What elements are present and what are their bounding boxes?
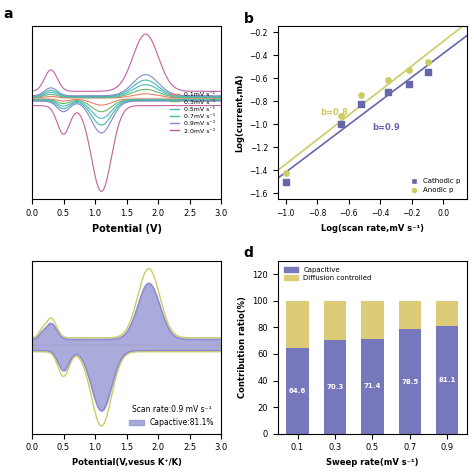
- Text: 81.1: 81.1: [438, 377, 456, 383]
- Bar: [361, 301, 383, 339]
- Bar: [286, 348, 309, 434]
- Point: [405, 80, 412, 88]
- Text: b=0.9: b=0.9: [373, 123, 400, 132]
- Text: d: d: [244, 246, 254, 260]
- Text: 71.4: 71.4: [364, 383, 381, 389]
- Bar: [324, 301, 346, 340]
- Point: [405, 66, 412, 74]
- Bar: [324, 340, 346, 434]
- X-axis label: Sweep rate(mV s⁻¹): Sweep rate(mV s⁻¹): [326, 458, 419, 467]
- Text: 78.5: 78.5: [401, 379, 419, 384]
- Point: [384, 77, 392, 84]
- Bar: [399, 329, 421, 434]
- Text: a: a: [4, 7, 13, 20]
- Legend: Capacitive, Diffusion controlled: Capacitive, Diffusion controlled: [281, 264, 374, 284]
- Legend: Capactive:81.1%: Capactive:81.1%: [126, 402, 218, 430]
- Text: b=0.8: b=0.8: [320, 108, 348, 117]
- Point: [337, 120, 345, 128]
- Point: [337, 112, 345, 120]
- X-axis label: Log(scan rate,mV s⁻¹): Log(scan rate,mV s⁻¹): [321, 224, 424, 233]
- Point: [357, 91, 365, 99]
- Legend: 0.1mV s⁻¹, 0.3mV s⁻¹, 0.5mV s⁻¹, 0.7mV s⁻¹, 0.9mV s⁻¹, 2.0mV s⁻¹: 0.1mV s⁻¹, 0.3mV s⁻¹, 0.5mV s⁻¹, 0.7mV s…: [168, 90, 218, 136]
- Legend: Cathodic p, Anodic p: Cathodic p, Anodic p: [408, 175, 464, 196]
- Bar: [399, 301, 421, 329]
- Point: [357, 100, 365, 107]
- Text: 64.6: 64.6: [289, 388, 306, 394]
- Point: [282, 169, 290, 176]
- Y-axis label: Contribution ratio(%): Contribution ratio(%): [237, 296, 246, 398]
- Point: [282, 178, 290, 186]
- Point: [424, 69, 431, 76]
- Bar: [436, 326, 458, 434]
- Bar: [361, 339, 383, 434]
- Y-axis label: Log(current,mA): Log(current,mA): [235, 73, 244, 152]
- Point: [424, 58, 431, 66]
- Bar: [436, 301, 458, 326]
- Text: b: b: [244, 12, 254, 26]
- Point: [384, 88, 392, 96]
- Bar: [286, 301, 309, 348]
- X-axis label: Potential (V): Potential (V): [91, 224, 162, 234]
- Text: 70.3: 70.3: [326, 384, 344, 390]
- X-axis label: Potential(V,vesus K⁺/K): Potential(V,vesus K⁺/K): [72, 458, 182, 467]
